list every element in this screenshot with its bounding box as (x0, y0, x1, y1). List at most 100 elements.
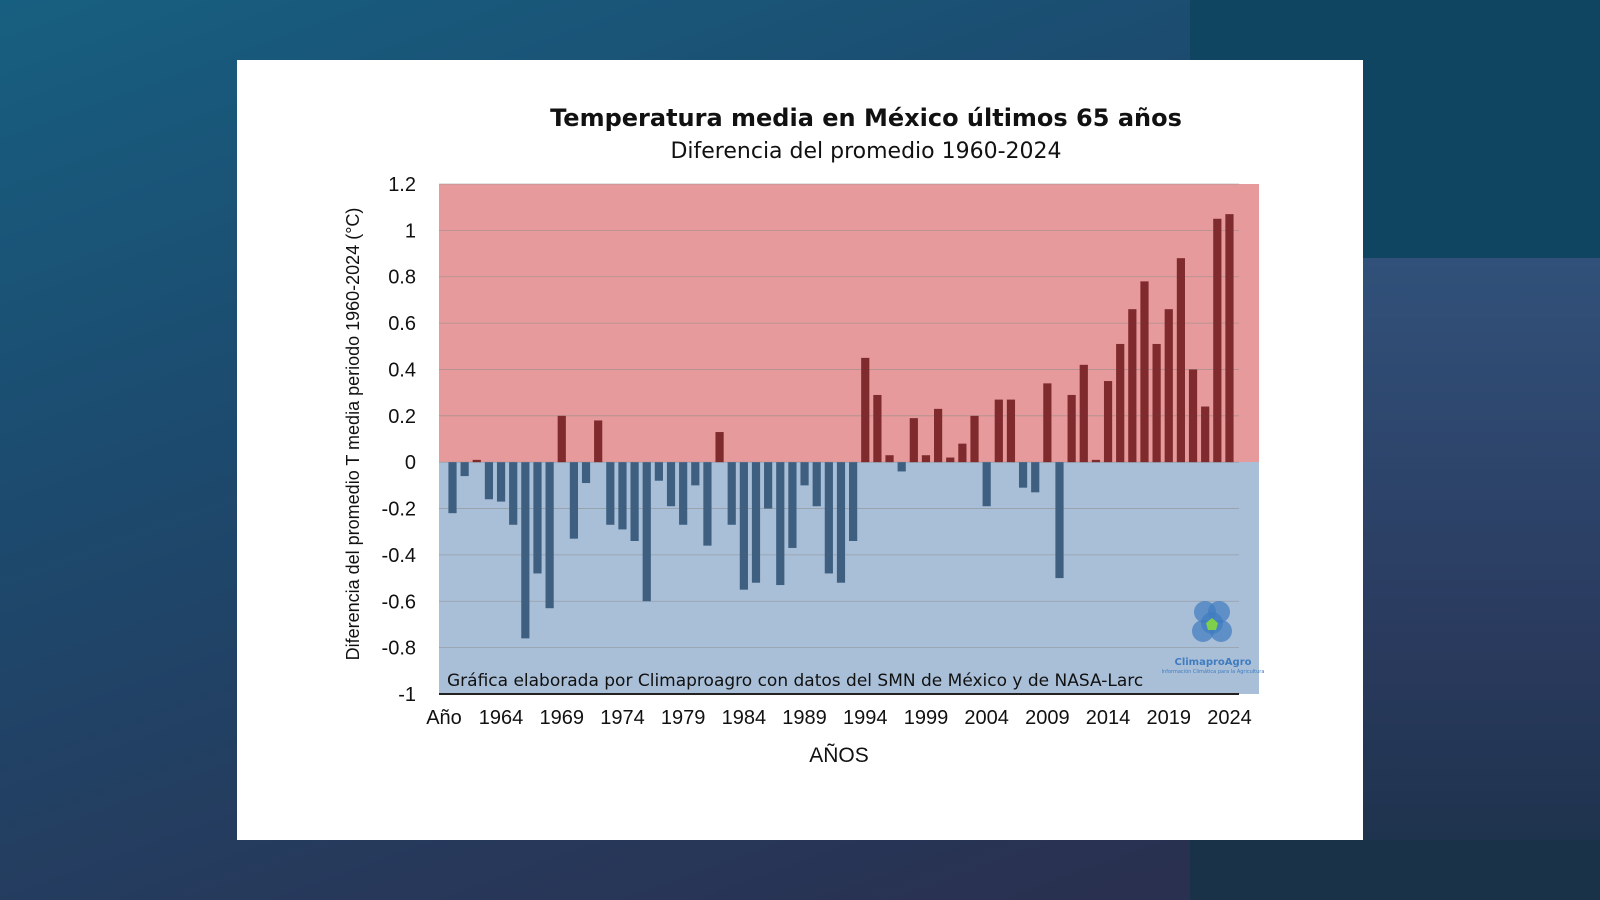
bar-2007 (1018, 462, 1028, 488)
y-tick-label: -0.4 (382, 545, 416, 567)
bar-1988 (788, 462, 797, 548)
background-panel-bottom (1190, 840, 1600, 900)
y-axis-label: Diferencia del promedio T media periodo … (343, 208, 363, 661)
x-tick-label: 1964 (479, 707, 524, 729)
bar-1963 (484, 462, 494, 500)
bars-group (448, 214, 1234, 639)
y-tick-label: 0.4 (388, 359, 416, 381)
bar-1985 (751, 462, 761, 583)
bar-2004 (982, 462, 991, 507)
x-tick-label: 2014 (1086, 707, 1131, 729)
bar-1995 (873, 394, 882, 463)
bar-2008 (1031, 462, 1040, 493)
chart-card: 1.2 1 0.8 0.6 0.4 0.2 0 -0.2 -0.4 -0.6 -0.8 -1 Año 1… (237, 60, 1363, 840)
bar-2005 (994, 399, 1003, 463)
y-tick-label: 0.6 (388, 313, 416, 335)
logo-icon (1192, 601, 1232, 642)
bar-1990 (812, 462, 821, 507)
bar-2019 (1164, 309, 1173, 463)
x-tick-label: 1994 (843, 707, 888, 729)
logo: ClimaproAgro Información Climática para … (1162, 601, 1265, 675)
x-tick-label: 2009 (1025, 707, 1070, 729)
x-tick-label: 2004 (964, 707, 1009, 729)
bar-1987 (776, 462, 785, 586)
bar-1961 (460, 462, 469, 477)
bar-1966 (521, 462, 530, 639)
bar-2013 (1091, 459, 1101, 463)
bar-2010 (1055, 462, 1064, 579)
cool-background (439, 462, 1259, 694)
x-tick-label: Año (426, 707, 462, 729)
bar-1983 (727, 462, 736, 525)
bar-1982 (715, 432, 724, 463)
bar-1977 (654, 462, 663, 481)
bar-1989 (800, 462, 809, 486)
bar-1974 (618, 462, 627, 530)
bar-1968 (545, 462, 554, 609)
bar-1973 (606, 462, 615, 525)
bar-2009 (1043, 383, 1052, 463)
bar-2015 (1116, 343, 1125, 463)
bar-1998 (909, 418, 918, 463)
bar-1999 (921, 455, 931, 463)
bar-2011 (1067, 394, 1076, 463)
bar-1964 (496, 462, 506, 502)
bar-1965 (509, 462, 518, 525)
bar-1996 (885, 455, 894, 463)
logo-tagline: Información Climática para la Agricultur… (1162, 668, 1265, 675)
bar-1967 (533, 462, 542, 574)
y-tick-label: -1 (398, 684, 416, 706)
bar-2023 (1213, 218, 1222, 463)
bar-2017 (1140, 281, 1149, 463)
bar-2000 (934, 408, 943, 463)
bar-2021 (1188, 369, 1198, 463)
bar-1971 (581, 462, 591, 484)
y-tick-label: 0.8 (388, 267, 416, 289)
y-tick-label: 0.2 (388, 406, 416, 428)
y-tick-label: -0.8 (382, 638, 416, 660)
bar-2024 (1225, 214, 1234, 463)
y-tick-label: -0.6 (382, 591, 416, 613)
logo-name: ClimaproAgro (1174, 657, 1251, 668)
bar-2020 (1176, 258, 1185, 463)
chart-subtitle: Diferencia del promedio 1960-2024 (670, 139, 1061, 164)
bar-2006 (1006, 399, 1016, 463)
bar-1962 (472, 459, 481, 463)
bar-1992 (836, 462, 846, 583)
bar-1994 (861, 357, 870, 463)
y-tick-label: 1 (405, 220, 416, 242)
bar-2012 (1079, 364, 1088, 463)
x-tick-label: 1984 (722, 707, 767, 729)
bar-1979 (679, 462, 688, 525)
bar-1986 (764, 462, 773, 509)
bar-1991 (824, 462, 833, 574)
bar-1997 (897, 462, 906, 472)
x-tick-label: 1969 (540, 707, 585, 729)
bar-1969 (557, 415, 566, 463)
bar-2022 (1201, 406, 1210, 463)
x-tick-label: 1974 (600, 707, 645, 729)
bar-1970 (569, 462, 578, 539)
bar-1975 (630, 462, 639, 541)
y-tick-labels: 1.2 1 0.8 0.6 0.4 0.2 0 -0.2 -0.4 -0.6 -0.8 -1 (382, 174, 416, 706)
bar-1993 (849, 462, 858, 541)
bar-1984 (739, 462, 748, 590)
bar-1972 (594, 420, 603, 463)
bar-2003 (970, 415, 979, 463)
bar-2002 (958, 443, 967, 463)
x-tick-labels: Año 1964 1969 1974 1979 1984 1989 1994 1999 2004 2… (426, 707, 1252, 729)
bar-2014 (1103, 381, 1113, 463)
bar-2018 (1152, 343, 1161, 463)
y-tick-label: 0 (405, 452, 416, 474)
x-axis-label: AÑOS (809, 743, 869, 767)
bar-1978 (666, 462, 676, 507)
chart-svg: 1.2 1 0.8 0.6 0.4 0.2 0 -0.2 -0.4 -0.6 -0.8 -1 Año 1… (343, 104, 1265, 767)
y-tick-label: -0.2 (382, 499, 416, 521)
x-tick-label: 2024 (1207, 707, 1252, 729)
bar-1981 (703, 462, 712, 546)
bar-2001 (946, 457, 955, 463)
bar-1980 (691, 462, 700, 486)
bar-1976 (642, 462, 651, 602)
y-tick-label: 1.2 (388, 174, 416, 196)
x-tick-label: 2019 (1147, 707, 1192, 729)
